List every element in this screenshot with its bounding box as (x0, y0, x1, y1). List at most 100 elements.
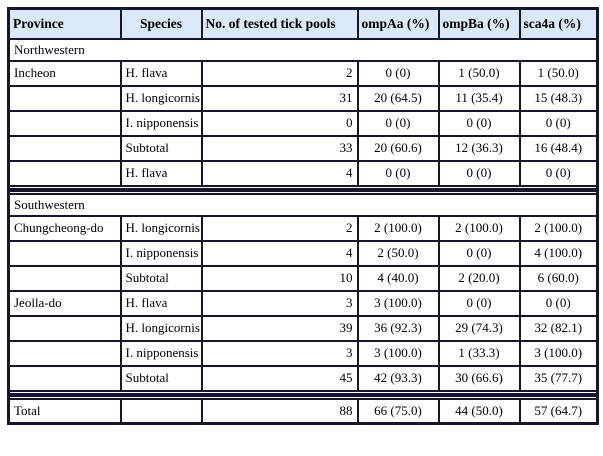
sca4a-cell: 32 (82.1) (518, 314, 599, 342)
ompb-cell: 1 (50.0) (437, 59, 521, 87)
ompa-cell: 0 (0) (356, 159, 440, 187)
sca4a-cell: 0 (0) (518, 109, 599, 137)
sca4a-cell: 35 (77.7) (518, 364, 599, 392)
total-row: Total 88 66 (75.0) 44 (50.0) 57 (64.7) (7, 397, 599, 425)
sca4a-cell: 15 (48.3) (518, 84, 599, 112)
header-province: Province (7, 7, 122, 40)
province-cell (7, 339, 122, 367)
header-ompb: ompBa (%) (437, 7, 521, 40)
pools-cell: 3 (200, 339, 359, 367)
table-row: Subtotal 45 42 (93.3) 30 (66.6) 35 (77.7) (7, 364, 599, 392)
ompb-cell: 44 (50.0) (437, 397, 521, 425)
province-cell (7, 159, 122, 187)
ompb-cell: 0 (0) (437, 159, 521, 187)
header-ompa: ompAa (%) (356, 7, 440, 40)
ompa-cell: 2 (50.0) (356, 239, 440, 267)
province-cell (7, 364, 122, 392)
province-cell (7, 84, 122, 112)
pools-cell: 4 (200, 239, 359, 267)
sca4a-cell: 16 (48.4) (518, 134, 599, 162)
ompa-cell: 0 (0) (356, 59, 440, 87)
ompb-cell: 11 (35.4) (437, 84, 521, 112)
table-row: Chungcheong-do H. longicornis 2 2 (100.0) 2 … (7, 214, 599, 242)
sca4a-cell: 57 (64.7) (518, 397, 599, 425)
species-cell: H. flava (119, 289, 203, 317)
pools-cell: 10 (200, 264, 359, 292)
double-rule (10, 187, 596, 192)
ompa-cell: 3 (100.0) (356, 339, 440, 367)
table-row: I. nipponensis 4 2 (50.0) 0 (0) 4 (100.0) (7, 239, 599, 267)
sca4a-cell: 3 (100.0) (518, 339, 599, 367)
province-cell: Incheon (7, 59, 122, 87)
sca4a-cell: 0 (0) (518, 159, 599, 187)
province-cell (7, 109, 122, 137)
header-pools: No. of tested tick pools (200, 7, 359, 40)
ompb-cell: 1 (33.3) (437, 339, 521, 367)
species-cell: Subtotal (119, 364, 203, 392)
section-label: Northwestern (7, 37, 599, 62)
province-cell (7, 314, 122, 342)
species-cell (119, 397, 203, 425)
section-row: Southwestern (7, 192, 599, 217)
sca4a-cell: 0 (0) (518, 289, 599, 317)
table-row: Incheon H. flava 2 0 (0) 1 (50.0) 1 (50.0) (7, 59, 599, 87)
ompa-cell: 20 (64.5) (356, 84, 440, 112)
species-cell: H. flava (119, 159, 203, 187)
species-cell: H. longicornis (119, 314, 203, 342)
pools-cell: 45 (200, 364, 359, 392)
table-header: Province Species No. of tested tick pool… (7, 7, 599, 40)
tick-pool-results-table: Province Species No. of tested tick pool… (7, 7, 599, 425)
species-cell: I. nipponensis (119, 239, 203, 267)
ompa-cell: 0 (0) (356, 109, 440, 137)
species-cell: H. longicornis (119, 84, 203, 112)
species-cell: H. flava (119, 59, 203, 87)
pools-cell: 0 (200, 109, 359, 137)
species-cell: I. nipponensis (119, 339, 203, 367)
ompa-cell: 66 (75.0) (356, 397, 440, 425)
section-label: Southwestern (7, 192, 599, 217)
pools-cell: 3 (200, 289, 359, 317)
table-row: H. longicornis 31 20 (64.5) 11 (35.4) 15 (48… (7, 84, 599, 112)
species-cell: I. nipponensis (119, 109, 203, 137)
ompa-cell: 2 (100.0) (356, 214, 440, 242)
ompa-cell: 3 (100.0) (356, 289, 440, 317)
ompa-cell: 4 (40.0) (356, 264, 440, 292)
province-cell: Chungcheong-do (7, 214, 122, 242)
province-cell (7, 134, 122, 162)
pools-cell: 88 (200, 397, 359, 425)
pools-cell: 2 (200, 59, 359, 87)
ompb-cell: 30 (66.6) (437, 364, 521, 392)
header-species: Species (119, 7, 203, 40)
ompb-cell: 0 (0) (437, 289, 521, 317)
ompb-cell: 12 (36.3) (437, 134, 521, 162)
sca4a-cell: 6 (60.0) (518, 264, 599, 292)
page: Province Species No. of tested tick pool… (7, 7, 599, 425)
ompa-cell: 36 (92.3) (356, 314, 440, 342)
table-row: Subtotal 33 20 (60.6) 12 (36.3) 16 (48.4) (7, 134, 599, 162)
ompb-cell: 29 (74.3) (437, 314, 521, 342)
pools-cell: 31 (200, 84, 359, 112)
separator-cell (7, 184, 599, 195)
separator-cell (7, 389, 599, 400)
pools-cell: 2 (200, 214, 359, 242)
table-row: H. longicornis 39 36 (92.3) 29 (74.3) 32 (82… (7, 314, 599, 342)
ompa-cell: 20 (60.6) (356, 134, 440, 162)
ompb-cell: 0 (0) (437, 109, 521, 137)
ompb-cell: 0 (0) (437, 239, 521, 267)
table-row: Jeolla-do H. flava 3 3 (100.0) 0 (0) 0 (0) (7, 289, 599, 317)
ompb-cell: 2 (100.0) (437, 214, 521, 242)
header-sca4a: sca4a (%) (518, 7, 599, 40)
table-row: I. nipponensis 3 3 (100.0) 1 (33.3) 3 (100.0… (7, 339, 599, 367)
species-cell: Subtotal (119, 264, 203, 292)
header-row: Province Species No. of tested tick pool… (7, 7, 599, 40)
sca4a-cell: 2 (100.0) (518, 214, 599, 242)
section-row: Northwestern (7, 37, 599, 62)
species-cell: Subtotal (119, 134, 203, 162)
sca4a-cell: 4 (100.0) (518, 239, 599, 267)
section-separator (7, 389, 599, 400)
province-cell: Total (7, 397, 122, 425)
province-cell (7, 239, 122, 267)
pools-cell: 4 (200, 159, 359, 187)
province-cell: Jeolla-do (7, 289, 122, 317)
sca4a-cell: 1 (50.0) (518, 59, 599, 87)
